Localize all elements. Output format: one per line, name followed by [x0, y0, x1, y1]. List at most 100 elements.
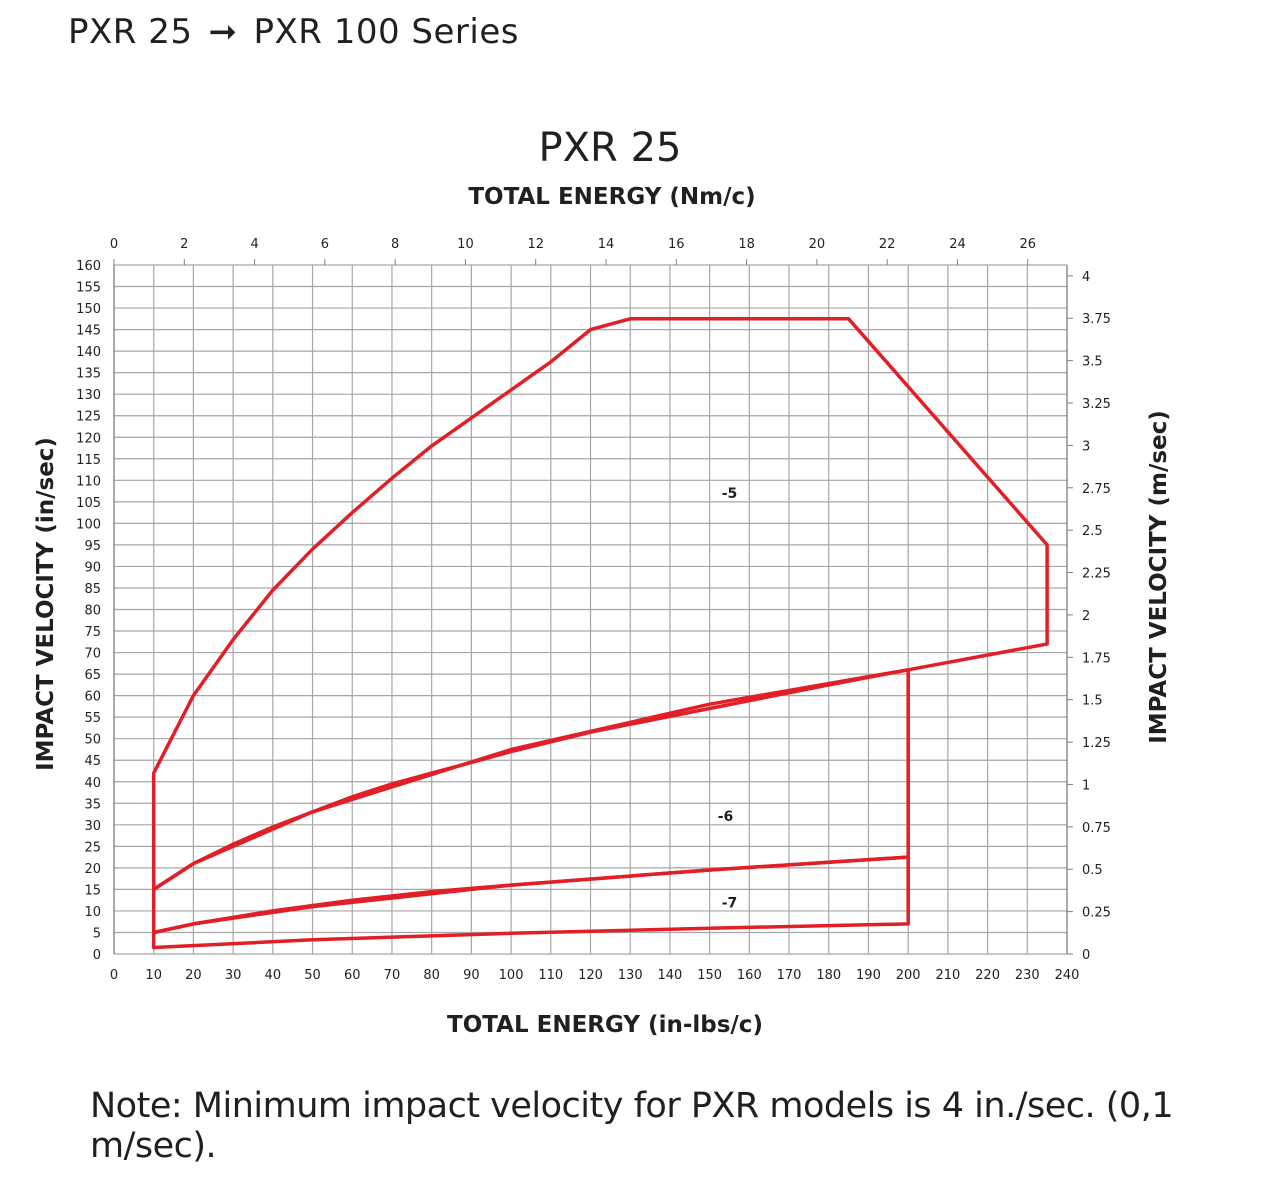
y-tick-label: 95 — [84, 539, 101, 554]
y-tick-label: 100 — [76, 517, 101, 532]
y-tick-label: 55 — [84, 711, 101, 726]
series-line-6 — [151, 668, 910, 935]
y-tick-label: 70 — [84, 647, 101, 662]
y2-tick-label: 4 — [1082, 270, 1090, 285]
y2-tick-label: 0.75 — [1082, 821, 1111, 836]
x-tick-label: 190 — [856, 968, 881, 983]
x2-tick-label: 14 — [598, 237, 615, 252]
x-tick-label: 240 — [1055, 968, 1080, 983]
x-tick-label: 80 — [423, 968, 440, 983]
x2-tick-label: 16 — [668, 237, 685, 252]
y2-axis-label: IMPACT VELOCITY (m/sec) — [1146, 410, 1172, 744]
tick-labels: 0 10 20 30 40 50 60 70 80 90 100 110 120 130 140 150 160… — [76, 237, 1111, 983]
footnote: Note: Minimum impact velocity for PXR mo… — [90, 1086, 1174, 1166]
x2-tick-label: 6 — [321, 237, 329, 252]
y2-tick-label: 0.25 — [1082, 906, 1111, 921]
y-tick-label: 60 — [84, 690, 101, 705]
y-tick-label: 115 — [76, 453, 101, 468]
y2-tick-label: 2 — [1082, 609, 1090, 624]
x-tick-label: 0 — [110, 968, 118, 983]
y2-tick-label: 1.5 — [1082, 694, 1103, 709]
y2-tick-label: 1.75 — [1082, 651, 1111, 666]
y-tick-label: 90 — [84, 560, 101, 575]
header-model-to: PXR 100 Series — [253, 12, 519, 52]
x-tick-label: 230 — [1015, 968, 1040, 983]
chart-title: PXR 25 — [539, 125, 682, 171]
x-tick-label: 90 — [463, 968, 480, 983]
right-arrow-icon: ➞ — [208, 12, 238, 52]
x2-tick-label: 10 — [457, 237, 474, 252]
y-tick-label: 30 — [84, 819, 101, 834]
x-tick-label: 60 — [344, 968, 361, 983]
x-axis-label: TOTAL ENERGY (in-lbs/c) — [447, 1012, 763, 1038]
x-tick-label: 160 — [737, 968, 762, 983]
y-tick-label: 45 — [84, 754, 101, 769]
y-tick-label: 40 — [84, 776, 101, 791]
series-label-7: -7 — [722, 895, 738, 911]
x2-tick-label: 22 — [879, 237, 896, 252]
y-tick-label: 160 — [76, 259, 101, 274]
y-tick-label: 130 — [76, 388, 101, 403]
y2-tick-label: 1 — [1082, 778, 1090, 793]
y2-tick-label: 3.5 — [1082, 355, 1103, 370]
series-line-5 — [151, 317, 1049, 892]
y-tick-label: 20 — [84, 862, 101, 877]
x-tick-label: 70 — [384, 968, 401, 983]
x-tick-label: 130 — [618, 968, 643, 983]
x2-axis-label: TOTAL ENERGY (Nm/c) — [468, 184, 755, 210]
y-tick-label: 150 — [76, 302, 101, 317]
x-tick-label: 170 — [777, 968, 802, 983]
y-tick-label: 145 — [76, 324, 101, 339]
y-tick-label: 75 — [84, 625, 101, 640]
series-line-7 — [151, 855, 910, 950]
y2-tick-label: 3.25 — [1082, 397, 1111, 412]
y-tick-label: 85 — [84, 582, 101, 597]
y-tick-label: 155 — [76, 281, 101, 296]
y2-tick-label: 3 — [1082, 439, 1090, 454]
y2-tick-label: 2.25 — [1082, 567, 1111, 582]
y-tick-label: 125 — [76, 410, 101, 425]
x2-tick-label: 2 — [180, 237, 188, 252]
header-model-from: PXR 25 — [68, 12, 193, 52]
x-tick-label: 200 — [896, 968, 921, 983]
y-tick-label: 35 — [84, 797, 101, 812]
y-tick-label: 10 — [84, 905, 101, 920]
y-tick-label: 120 — [76, 431, 101, 446]
y-tick-label: 135 — [76, 367, 101, 382]
y2-tick-label: 1.25 — [1082, 736, 1111, 751]
page-header: PXR 25 ➞ PXR 100 Series — [68, 12, 519, 52]
series-label-5: -5 — [722, 486, 738, 502]
x-tick-label: 120 — [578, 968, 603, 983]
y2-tick-label: 3.75 — [1082, 312, 1111, 327]
x-tick-label: 20 — [185, 968, 202, 983]
x2-tick-label: 8 — [391, 237, 399, 252]
series: -5 -6 -7 — [151, 317, 1049, 950]
y2-tick-label: 0.5 — [1082, 863, 1103, 878]
y2-tick-label: 0 — [1082, 948, 1090, 963]
x2-tick-label: 18 — [738, 237, 755, 252]
pxr25-chart: PXR 25 TOTAL ENERGY (Nm/c) TOTAL ENERGY … — [33, 125, 1172, 1038]
y-tick-label: 5 — [93, 926, 101, 941]
x-tick-label: 100 — [499, 968, 524, 983]
x-tick-label: 210 — [935, 968, 960, 983]
y-tick-label: 80 — [84, 604, 101, 619]
x2-tick-label: 20 — [809, 237, 826, 252]
x-tick-label: 150 — [697, 968, 722, 983]
x2-tick-label: 12 — [527, 237, 544, 252]
x-tick-label: 110 — [538, 968, 563, 983]
x-tick-label: 50 — [304, 968, 321, 983]
x-tick-label: 30 — [225, 968, 242, 983]
series-label-6: -6 — [718, 809, 734, 825]
y-tick-label: 110 — [76, 474, 101, 489]
x2-tick-label: 26 — [1019, 237, 1036, 252]
y-tick-label: 140 — [76, 345, 101, 360]
y2-tick-label: 2.75 — [1082, 482, 1111, 497]
x2-tick-label: 0 — [110, 237, 118, 252]
y2-tick-label: 2.5 — [1082, 524, 1103, 539]
y-tick-label: 15 — [84, 883, 101, 898]
x-tick-label: 180 — [816, 968, 841, 983]
y-tick-label: 50 — [84, 733, 101, 748]
x-tick-label: 220 — [975, 968, 1000, 983]
x-tick-label: 40 — [265, 968, 282, 983]
y-tick-label: 0 — [93, 948, 101, 963]
